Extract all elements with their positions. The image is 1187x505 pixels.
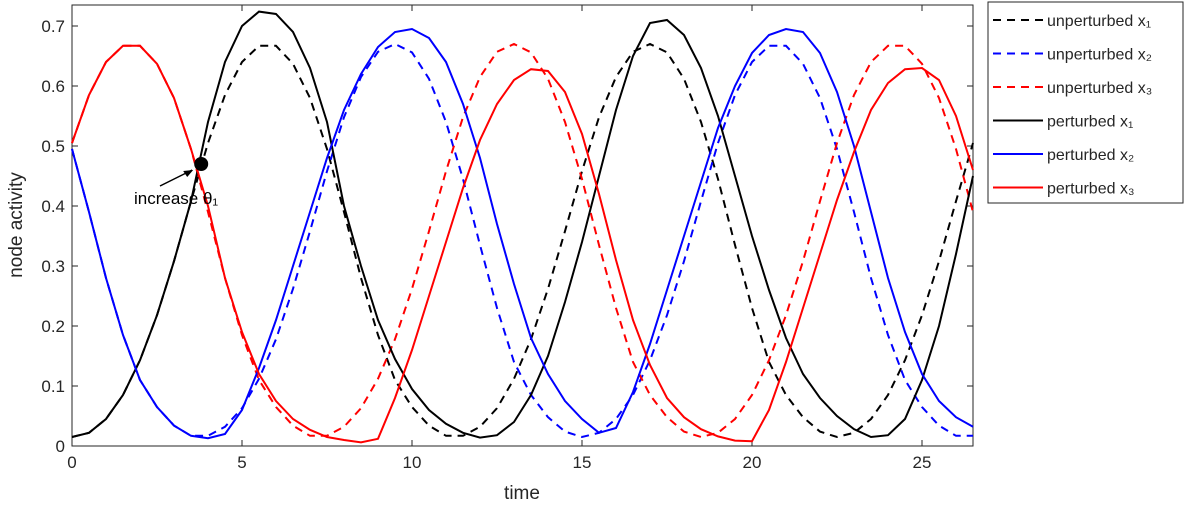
- x-tick-label: 5: [237, 453, 246, 472]
- y-tick-label: 0.4: [41, 197, 65, 216]
- legend: [987, 1, 1184, 204]
- series-line: [71, 27, 974, 440]
- y-tick-label: 0: [56, 437, 65, 456]
- y-tick-label: 0.7: [41, 17, 65, 36]
- x-tick-label: 15: [573, 453, 592, 472]
- y-tick-label: 0.2: [41, 317, 65, 336]
- annotation-text: increase θ₁: [134, 189, 218, 208]
- legend-label: unperturbed x₁: [1047, 13, 1151, 30]
- plot-area: [71, 4, 974, 447]
- x-tick-label: 0: [67, 453, 76, 472]
- y-tick-label: 0.3: [41, 257, 65, 276]
- x-tick-label: 25: [913, 453, 932, 472]
- annotation-point: [194, 157, 209, 171]
- series-line: [71, 42, 974, 439]
- legend-label: perturbed x₂: [1047, 147, 1134, 164]
- y-tick-label: 0.1: [41, 377, 65, 396]
- x-tick-label: 20: [743, 453, 762, 472]
- y-tick-label: 0.5: [41, 137, 65, 156]
- series-line: [71, 10, 974, 439]
- x-tick-label: 10: [403, 453, 422, 472]
- legend-label: perturbed x₁: [1047, 114, 1133, 131]
- legend-label: perturbed x₃: [1047, 181, 1134, 198]
- legend-label: unperturbed x₃: [1047, 80, 1152, 97]
- series-line: [71, 42, 973, 439]
- annotation-arrowhead: [183, 170, 194, 177]
- x-axis-label: time: [504, 483, 540, 504]
- y-axis-label: node activity: [6, 172, 27, 278]
- series-line: [71, 44, 974, 444]
- legend-label: unperturbed x₂: [1047, 47, 1152, 64]
- y-tick-label: 0.6: [41, 77, 65, 96]
